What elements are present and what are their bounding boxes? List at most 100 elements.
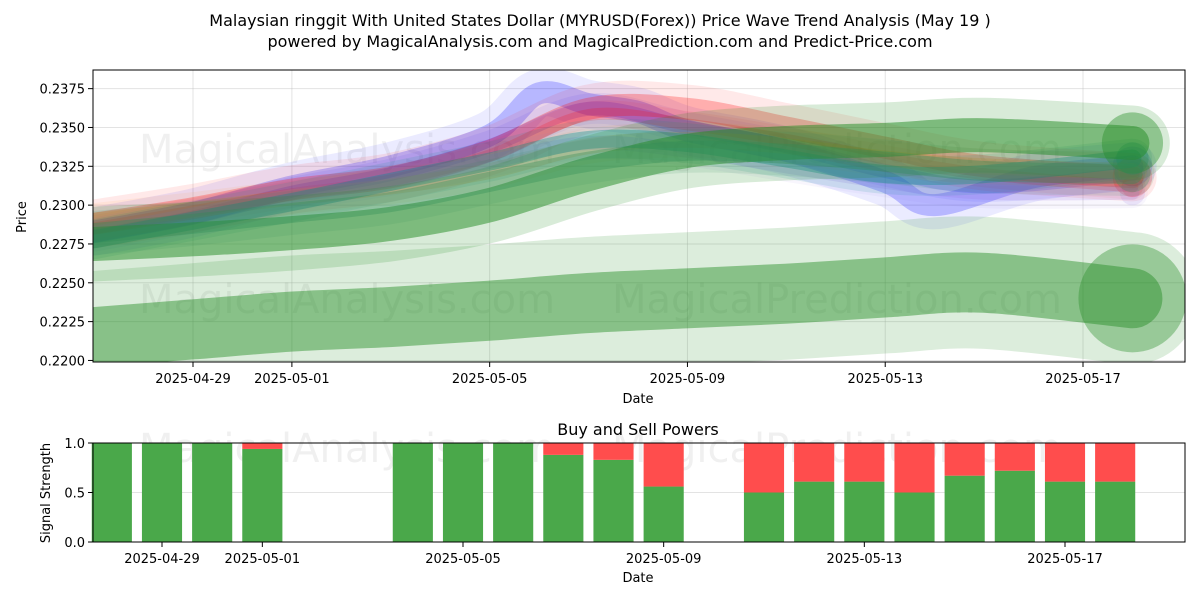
price-x-tick-label: 2025-05-17: [1045, 372, 1121, 387]
price-series-end: [1114, 156, 1151, 193]
buy-power-bar: [192, 443, 233, 542]
buy-power-bar: [643, 486, 684, 542]
price-series-band: [93, 128, 1155, 256]
buy-power-bar: [743, 492, 785, 542]
power-x-tick-label: 2025-05-05: [425, 552, 501, 567]
buy-power-bar: [794, 481, 835, 542]
price-y-tick-label: 0.2375: [40, 83, 86, 98]
price-series-line: [93, 140, 1143, 244]
price-series-line: [93, 81, 1144, 243]
price-series-halo: [93, 122, 1150, 239]
price-series-band: [93, 127, 1148, 249]
price-series-halo: [93, 100, 1146, 242]
buy-power-bar: [242, 448, 283, 542]
buy-power-bar: [91, 443, 132, 542]
price-series-end: [1119, 161, 1146, 187]
price-series-line: [93, 131, 1141, 229]
sell-power-bar: [894, 443, 935, 493]
power-x-ticks: 2025-04-29 2025-05-01 2025-05-05 2025-05-09…: [124, 542, 1103, 567]
sell-power-bar: [593, 443, 634, 460]
price-x-tick-label: 2025-05-09: [650, 372, 726, 387]
watermark-analysis-top: MagicalAnalysis.com: [139, 127, 555, 173]
price-y-tick-label: 0.2350: [40, 121, 86, 136]
price-series: [93, 70, 1185, 362]
price-y-tick-label: 0.2250: [40, 277, 86, 292]
price-series-halo: [93, 216, 1185, 362]
buy-power-bar: [844, 481, 885, 542]
power-y-ticks: 0.0 0.5 1.0: [64, 437, 93, 551]
sell-power-bar: [743, 443, 785, 493]
price-x-tick-label: 2025-05-13: [847, 372, 923, 387]
power-bars: [91, 443, 1136, 542]
price-series-halo: [93, 93, 1148, 252]
buy-power-bar: [1095, 481, 1136, 542]
price-x-ticks: 2025-04-29 2025-05-01 2025-05-05 2025-05-09…: [155, 362, 1121, 387]
buy-power-bar: [493, 443, 534, 542]
buy-power-bar: [994, 470, 1035, 542]
buy-power-bar: [593, 459, 634, 542]
price-series-line: [93, 252, 1163, 362]
buy-power-bar: [1044, 481, 1086, 542]
power-x-axis-label: Date: [622, 571, 653, 586]
price-series-end: [1101, 112, 1164, 174]
price-series-halo: [93, 127, 1148, 249]
power-y-tick-label: 1.0: [64, 437, 85, 452]
price-series-line: [93, 101, 1140, 244]
price-series-line: [93, 93, 1144, 235]
price-series-band: [93, 80, 1157, 248]
price-series-halo: [93, 128, 1155, 256]
price-series-halo: [93, 80, 1157, 248]
sell-power-bar: [944, 443, 985, 476]
price-x-tick-label: 2025-05-01: [254, 372, 330, 387]
power-y-tick-label: 0.5: [64, 487, 85, 502]
sell-power-bar: [844, 443, 885, 482]
price-series-halo: [93, 118, 1153, 260]
buy-power-bar: [944, 475, 985, 542]
buy-power-bar: [141, 443, 183, 542]
price-series-band: [93, 93, 1148, 252]
buy-power-bar: [442, 443, 484, 542]
sell-power-bar: [543, 443, 584, 455]
power-panel: Buy and Sell Powers MagicalAnalysis.com …: [39, 420, 1186, 586]
power-chart-title: Buy and Sell Powers: [557, 420, 719, 439]
chart-subtitle: powered by MagicalAnalysis.com and Magic…: [267, 32, 932, 51]
power-x-tick-label: 2025-05-17: [1027, 552, 1103, 567]
price-plot-frame: [92, 69, 1186, 363]
price-series-end: [1112, 157, 1153, 197]
price-series-line: [93, 135, 1140, 241]
price-y-tick-label: 0.2275: [40, 238, 86, 253]
power-y-axis-label: Signal Strength: [39, 443, 54, 543]
buy-power-bar: [543, 454, 584, 542]
price-y-tick-label: 0.2300: [40, 199, 86, 214]
price-series-band: [93, 100, 1146, 242]
power-x-tick-label: 2025-04-29: [124, 552, 200, 567]
price-series-line: [93, 129, 1142, 249]
sell-power-bar: [794, 443, 835, 482]
price-series-halo: [93, 70, 1157, 256]
sell-power-bar: [1044, 443, 1086, 482]
power-x-tick-label: 2025-05-13: [827, 552, 903, 567]
power-x-tick-label: 2025-05-01: [225, 552, 301, 567]
price-series-band: [93, 97, 1170, 282]
price-y-tick-label: 0.2200: [40, 354, 86, 369]
price-y-ticks: 0.2200 0.2225 0.2250 0.2275 0.2300 0.2325 0.23…: [40, 83, 93, 369]
price-series-line: [93, 107, 1139, 235]
watermark-analysis-mid: MagicalAnalysis.com: [139, 277, 555, 323]
price-series-end: [1078, 244, 1185, 353]
power-watermarks: MagicalAnalysis.com MagicalPrediction.co…: [139, 426, 1062, 472]
price-series-end: [1118, 156, 1147, 186]
price-x-tick-label: 2025-05-05: [452, 372, 528, 387]
power-y-tick-label: 0.0: [64, 536, 85, 551]
sell-power-bar: [242, 443, 283, 449]
sell-power-bar: [643, 443, 684, 487]
sell-power-bar: [994, 443, 1035, 471]
buy-power-bar: [392, 443, 433, 542]
price-y-tick-label: 0.2325: [40, 160, 86, 175]
chart-title: Malaysian ringgit With United States Dol…: [209, 11, 990, 30]
price-series-band: [93, 122, 1150, 239]
price-y-axis-label: Price: [15, 201, 30, 233]
price-y-tick-label: 0.2225: [40, 316, 86, 331]
price-x-tick-label: 2025-04-29: [155, 372, 231, 387]
price-x-axis-label: Date: [622, 392, 653, 407]
